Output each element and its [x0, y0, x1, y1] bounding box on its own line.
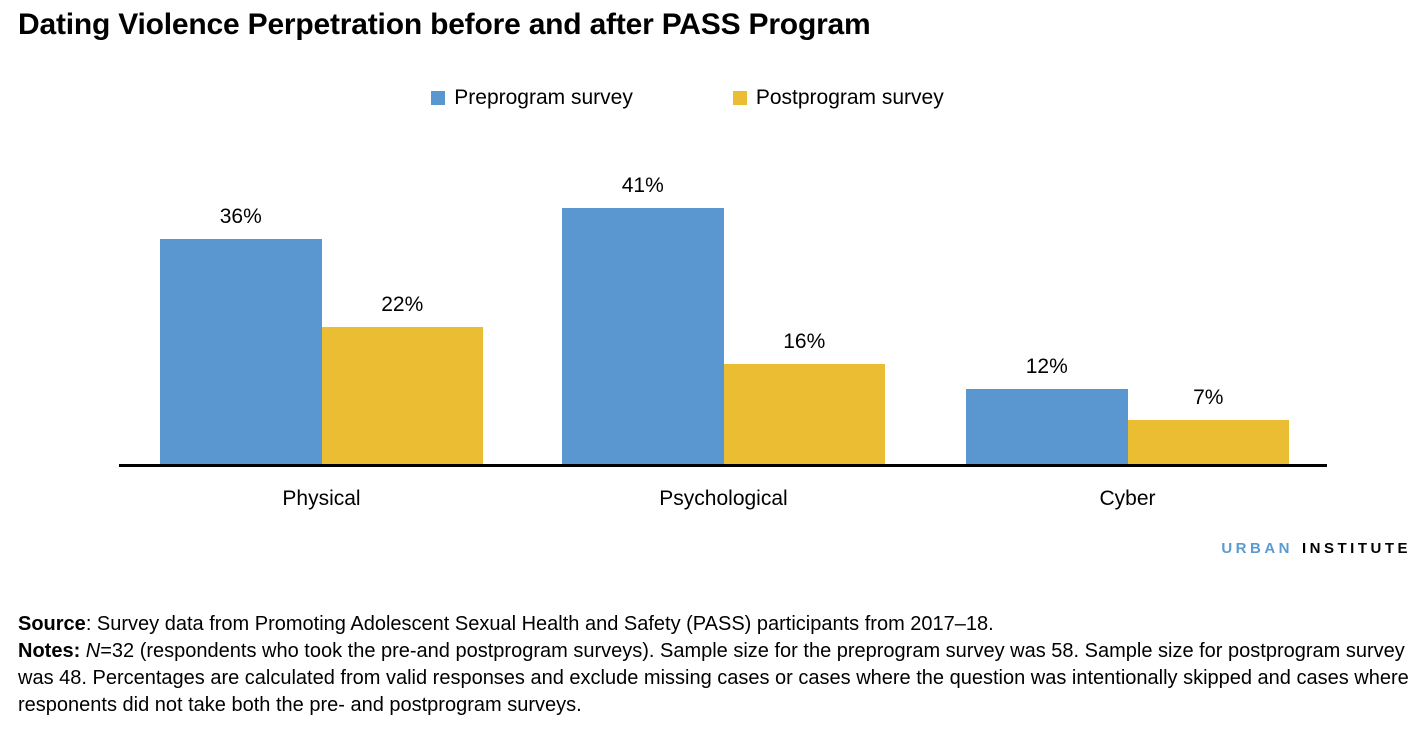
bar-preprogram-psychological: [562, 207, 724, 464]
logo-word-institute: INSTITUTE: [1302, 540, 1411, 557]
value-label-preprogram-psychological: 41%: [621, 173, 664, 197]
legend-swatch-postprogram-icon: [732, 91, 747, 105]
notes-n: N: [85, 640, 101, 662]
value-label-postprogram-cyber: 7%: [1193, 386, 1224, 410]
logo-word-urban: URBAN: [1221, 540, 1293, 557]
source-line: Source: Survey data from Promoting Adole…: [18, 611, 1416, 638]
bar-postprogram-cyber: [1127, 420, 1289, 464]
legend-label-postprogram: Postprogram survey: [755, 86, 944, 109]
chart-title: Dating Violence Perpetration before and …: [18, 8, 871, 41]
bar-preprogram-physical: [160, 239, 322, 464]
x-axis-label-physical: Physical: [282, 487, 361, 510]
legend-label-preprogram: Preprogram survey: [454, 86, 633, 109]
legend-swatch-preprogram-icon: [431, 91, 446, 105]
notes-text: =32 (respondents who took the pre-and po…: [18, 640, 1409, 716]
notes-label: Notes:: [18, 640, 81, 662]
value-label-postprogram-psychological: 16%: [783, 330, 826, 353]
value-label-postprogram-physical: 22%: [381, 292, 424, 316]
x-axis-label-psychological: Psychological: [659, 487, 788, 510]
source-text: : Survey data from Promoting Adolescent …: [85, 613, 994, 635]
value-label-preprogram-physical: 36%: [219, 205, 262, 228]
plot-area: 36% 22% 41% 16% 12% 7%: [119, 157, 1327, 467]
x-axis-labels: Physical Psychological Cyber: [119, 487, 1327, 519]
bar-preprogram-cyber: [966, 389, 1128, 464]
footer-notes: Source: Survey data from Promoting Adole…: [18, 611, 1416, 719]
source-label: Source: [18, 613, 86, 635]
notes-line: Notes: N=32 (respondents who took the pr…: [18, 638, 1416, 719]
chart-legend: Preprogram survey Postprogram survey: [0, 86, 1375, 110]
x-axis-label-cyber: Cyber: [1099, 487, 1156, 510]
value-label-preprogram-cyber: 12%: [1025, 355, 1068, 378]
legend-item-postprogram: Postprogram survey: [732, 86, 944, 110]
urban-institute-logo: URBAN INSTITUTE: [1221, 540, 1411, 557]
legend-item-preprogram: Preprogram survey: [431, 86, 633, 110]
bar-postprogram-physical: [321, 326, 483, 464]
bar-postprogram-psychological: [723, 364, 885, 464]
